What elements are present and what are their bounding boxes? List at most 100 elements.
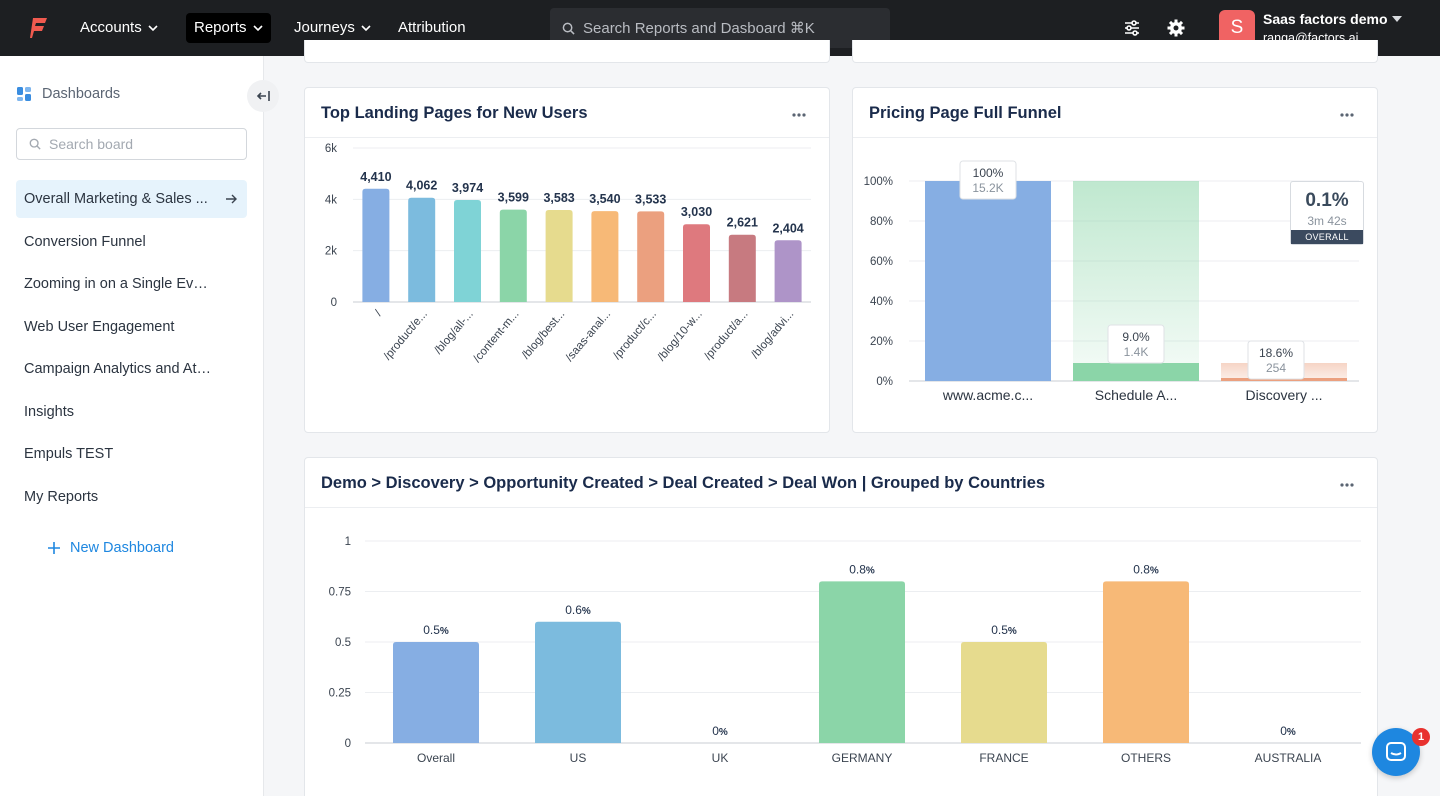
- bar: [454, 200, 481, 302]
- x-tick-label: /blog/all-...: [432, 308, 475, 356]
- global-search-input[interactable]: [583, 19, 873, 37]
- collapse-sidebar-button[interactable]: [247, 80, 279, 112]
- y-tick-label: 80%: [870, 216, 893, 228]
- x-tick-label: UK: [712, 751, 729, 765]
- bar: [774, 240, 802, 302]
- nav-journeys[interactable]: Journeys: [286, 13, 379, 43]
- y-tick-label: 1: [345, 536, 351, 548]
- conversion-label: 100%: [973, 166, 1004, 180]
- bar: [535, 621, 621, 743]
- gear-icon[interactable]: [1166, 18, 1186, 38]
- y-tick-label: 40%: [870, 296, 893, 308]
- landing-pages-chart: 0 2k 4k 6k 4,410 / 4,062/product/e... 3,974/blo…: [325, 143, 811, 365]
- card-title: Top Landing Pages for New Users: [321, 104, 588, 122]
- data-label: 0%: [712, 724, 728, 738]
- more-options-icon[interactable]: [1339, 482, 1355, 488]
- bar: [819, 581, 905, 743]
- y-tick-label: 0: [331, 297, 337, 309]
- bar: [545, 210, 573, 302]
- card-divider: [305, 137, 829, 138]
- sidebar-item-insights[interactable]: Insights: [16, 393, 247, 431]
- x-tick-label: /content-m...: [471, 308, 521, 365]
- sliders-icon[interactable]: [1122, 18, 1142, 38]
- sidebar-item-my-reports[interactable]: My Reports: [16, 478, 247, 516]
- bar: [961, 642, 1047, 743]
- org-name[interactable]: Saas factors demo: [1263, 11, 1388, 27]
- count-label: 15.2K: [972, 181, 1003, 195]
- y-tick-label: 60%: [870, 256, 893, 268]
- data-label: 0.5%: [423, 623, 449, 637]
- data-label: 0.8%: [849, 562, 875, 576]
- bar: [728, 234, 756, 302]
- sidebar-item-label: My Reports: [24, 488, 99, 505]
- collapse-left-icon: [256, 91, 270, 101]
- data-label: 3,599: [498, 191, 529, 205]
- sidebar-item-campaign-analytics[interactable]: Campaign Analytics and Attrib...: [16, 350, 247, 388]
- funnel-chart: 0%20%40%60%80%100%100%15.2Kwww.acme.c...…: [864, 160, 1359, 403]
- x-tick-label: /product/a...: [702, 308, 750, 362]
- y-tick-label: 0.5: [335, 637, 351, 649]
- data-label: 0.5%: [991, 623, 1017, 637]
- chevron-down-icon: [148, 25, 158, 32]
- data-label: 0.6%: [565, 603, 591, 617]
- new-dashboard-button[interactable]: New Dashboard: [48, 540, 174, 556]
- card-partial-left: [304, 40, 830, 63]
- nav-attribution-label: Attribution: [398, 19, 466, 36]
- funnel-label-box: [959, 160, 1017, 200]
- x-tick-label: /saas-anal...: [564, 308, 613, 364]
- y-tick-label: 0: [345, 738, 351, 750]
- board-search[interactable]: [16, 128, 247, 160]
- conversion-label: 18.6%: [1259, 346, 1293, 360]
- y-tick-label: 20%: [870, 336, 893, 348]
- chat-icon: [1386, 742, 1406, 761]
- nav-accounts-label: Accounts: [80, 19, 142, 36]
- nav-reports[interactable]: Reports: [186, 13, 271, 43]
- sidebar-item-label: Zooming in on a Single Event: [24, 276, 214, 292]
- bar: [1103, 581, 1189, 743]
- bar: [683, 224, 710, 302]
- bar: [591, 211, 619, 302]
- x-tick-label: FRANCE: [979, 751, 1028, 765]
- bar: [925, 181, 1051, 381]
- x-tick-label: Overall: [417, 751, 455, 765]
- x-tick-label: /blog/10-w...: [656, 308, 705, 363]
- sidebar-item-conversion-funnel[interactable]: Conversion Funnel: [16, 223, 247, 261]
- sidebar-item-label: Empuls TEST: [24, 446, 114, 462]
- caret-down-icon[interactable]: [1391, 15, 1403, 23]
- data-label: 3,583: [543, 191, 574, 205]
- conversion-label: 9.0%: [1122, 330, 1150, 344]
- card-top-landing-pages: Top Landing Pages for New Users 0 2k 4k 6k 4…: [304, 87, 830, 433]
- sidebar-item-zooming[interactable]: Zooming in on a Single Event: [16, 265, 247, 303]
- x-tick-label: /product/c...: [611, 308, 659, 362]
- more-options-icon[interactable]: [1339, 112, 1355, 118]
- search-icon: [562, 22, 575, 35]
- overall-conversion-box: 0.1% 3m 42s OVERALL: [1290, 181, 1364, 245]
- card-title: Pricing Page Full Funnel: [869, 104, 1062, 122]
- sidebar-header: Dashboards: [16, 86, 120, 102]
- count-label: 1.4K: [1124, 345, 1149, 359]
- x-tick-label: /: [373, 308, 385, 319]
- y-tick-label: 0.75: [329, 587, 351, 599]
- sidebar-title: Dashboards: [42, 86, 121, 102]
- data-label: 3,540: [589, 192, 620, 206]
- board-search-input[interactable]: [49, 136, 239, 152]
- bar: [1073, 363, 1199, 381]
- nav-accounts[interactable]: Accounts: [72, 13, 166, 43]
- bar: [637, 211, 665, 302]
- data-label: 2,621: [727, 216, 758, 230]
- sidebar-item-web-engagement[interactable]: Web User Engagement: [16, 308, 247, 346]
- card-divider: [853, 137, 1377, 138]
- count-label: 254: [1266, 361, 1286, 375]
- y-tick-label: 4k: [325, 194, 337, 206]
- logo-icon[interactable]: [30, 16, 50, 40]
- y-tick-label: 0.25: [329, 688, 351, 700]
- funnel-label-box: [1247, 340, 1305, 380]
- card-partial-right: [852, 40, 1378, 63]
- sidebar-item-empuls-test[interactable]: Empuls TEST: [16, 435, 247, 473]
- sidebar-item-overall-marketing[interactable]: Overall Marketing & Sales ...: [16, 180, 247, 218]
- more-options-icon[interactable]: [791, 112, 807, 118]
- card-countries-funnel: Demo > Discovery > Opportunity Created >…: [304, 457, 1378, 796]
- data-label: 3,533: [635, 192, 666, 206]
- x-tick-label: /blog/best...: [520, 308, 567, 361]
- nav-attribution[interactable]: Attribution: [390, 13, 474, 43]
